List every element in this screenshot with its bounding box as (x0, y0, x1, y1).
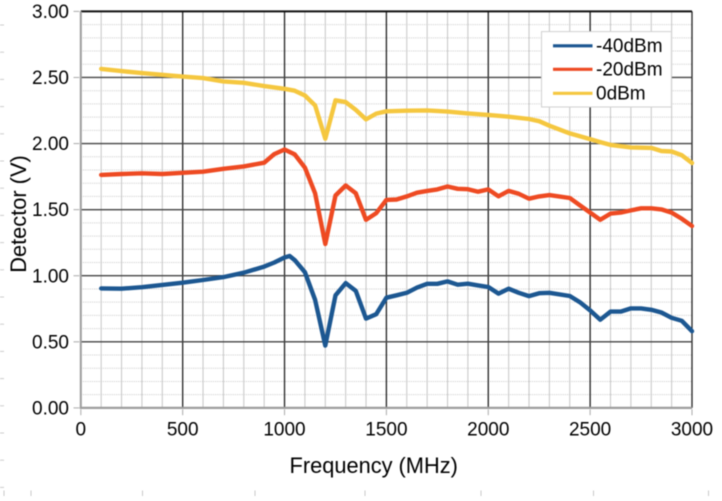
svg-text:0.00: 0.00 (32, 399, 69, 420)
svg-text:2500: 2500 (569, 420, 611, 441)
svg-text:500: 500 (167, 420, 199, 441)
svg-text:Detector (V): Detector (V) (6, 155, 31, 273)
svg-text:1000: 1000 (263, 420, 305, 441)
svg-text:2.50: 2.50 (32, 68, 69, 89)
svg-text:-20dBm: -20dBm (596, 60, 663, 81)
svg-text:1.00: 1.00 (32, 266, 69, 287)
svg-text:3.00: 3.00 (32, 2, 69, 23)
svg-text:0dBm: 0dBm (596, 84, 646, 105)
svg-text:1.50: 1.50 (32, 200, 69, 221)
svg-text:3000: 3000 (671, 420, 713, 441)
svg-text:Frequency (MHz): Frequency (MHz) (290, 453, 458, 478)
svg-text:2.00: 2.00 (32, 134, 69, 155)
svg-text:0.50: 0.50 (32, 332, 69, 353)
svg-text:0: 0 (76, 420, 87, 441)
svg-text:-40dBm: -40dBm (596, 36, 663, 57)
svg-text:1500: 1500 (365, 420, 407, 441)
svg-text:2000: 2000 (467, 420, 509, 441)
